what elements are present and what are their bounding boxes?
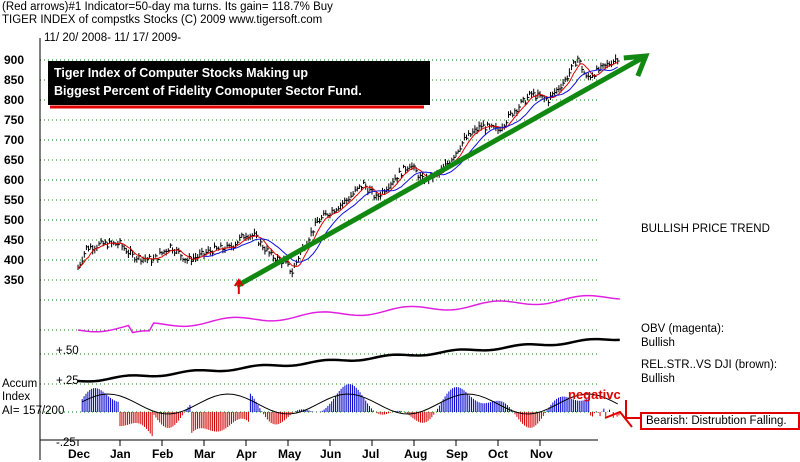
y-tick-label: 900	[4, 53, 24, 67]
relstr-line	[77, 337, 620, 383]
obv-title: OBV (magenta):	[641, 323, 725, 335]
x-tick-label: Jan	[110, 447, 131, 461]
accum-ma-line	[81, 393, 618, 415]
accum-label-line1: Accum	[2, 378, 38, 390]
y-tick-label: 600	[4, 173, 24, 187]
obv-value: Bullish	[641, 337, 675, 349]
annotation-box	[48, 61, 430, 105]
x-tick-label: Dec	[68, 447, 90, 461]
y-tick-label: 750	[4, 113, 24, 127]
y-tick-label: 500	[4, 213, 24, 227]
trendline	[235, 53, 648, 289]
bearish-bracket	[625, 400, 640, 419]
annotation-title-line1: Tiger Index of Computer Stocks Making up	[54, 66, 308, 80]
negative-annotation: negativc	[568, 387, 621, 402]
x-tick-label: Mar	[194, 447, 216, 461]
buy-arrow-head	[233, 278, 244, 287]
obv-line	[77, 294, 620, 334]
x-tick-label: Nov	[530, 447, 553, 461]
y-tick-label: 650	[4, 153, 24, 167]
accum-ai-score: AI= 157/200	[2, 405, 65, 417]
relstr-title: REL.STR..VS DJI (brown):	[641, 359, 778, 371]
x-tick-label: Jul	[362, 447, 379, 461]
relstr-value: Bullish	[641, 373, 675, 385]
x-tick-label: Feb	[152, 447, 173, 461]
y-tick-label: 350	[4, 273, 24, 287]
trendline-arrowhead	[623, 53, 650, 77]
x-tick-label: Oct	[488, 447, 508, 461]
y-tick-label: 850	[4, 73, 24, 87]
accum-level-top: +.50	[56, 345, 79, 357]
chart-header-line2: TIGER INDEX of compstks Stocks (C) 2009 …	[2, 14, 323, 26]
y-tick-label: 800	[4, 93, 24, 107]
x-tick-label: Sep	[446, 447, 468, 461]
annotation-title-line2: Biggest Percent of Fidelity Comoputer Se…	[54, 84, 362, 98]
chart-date-range: 11/ 20/ 2008- 11/ 17/ 2009-	[44, 32, 182, 44]
x-tick-label: May	[278, 447, 302, 461]
y-tick-label: 700	[4, 133, 24, 147]
x-tick-label: Apr	[236, 447, 257, 461]
y-tick-label: 450	[4, 233, 24, 247]
y-tick-label: 400	[4, 253, 24, 267]
x-tick-label: Aug	[404, 447, 427, 461]
accum-level-mid: +.25	[56, 375, 79, 387]
trend-label: BULLISH PRICE TREND	[641, 223, 770, 235]
chart-header-line1: (Red arrows)#1 Indicator=50-day ma turns…	[2, 1, 333, 13]
x-tick-label: Jun	[320, 447, 341, 461]
ma-red-line	[77, 61, 618, 269]
ma-blue-line	[203, 66, 618, 263]
y-tick-label: 550	[4, 193, 24, 207]
bearish-label: Bearish: Distrubtion Falling.	[640, 412, 800, 430]
bearish-pointer	[604, 410, 633, 428]
accum-label-line2: Index	[2, 391, 31, 403]
accum-level-bot: -.25	[56, 437, 76, 449]
